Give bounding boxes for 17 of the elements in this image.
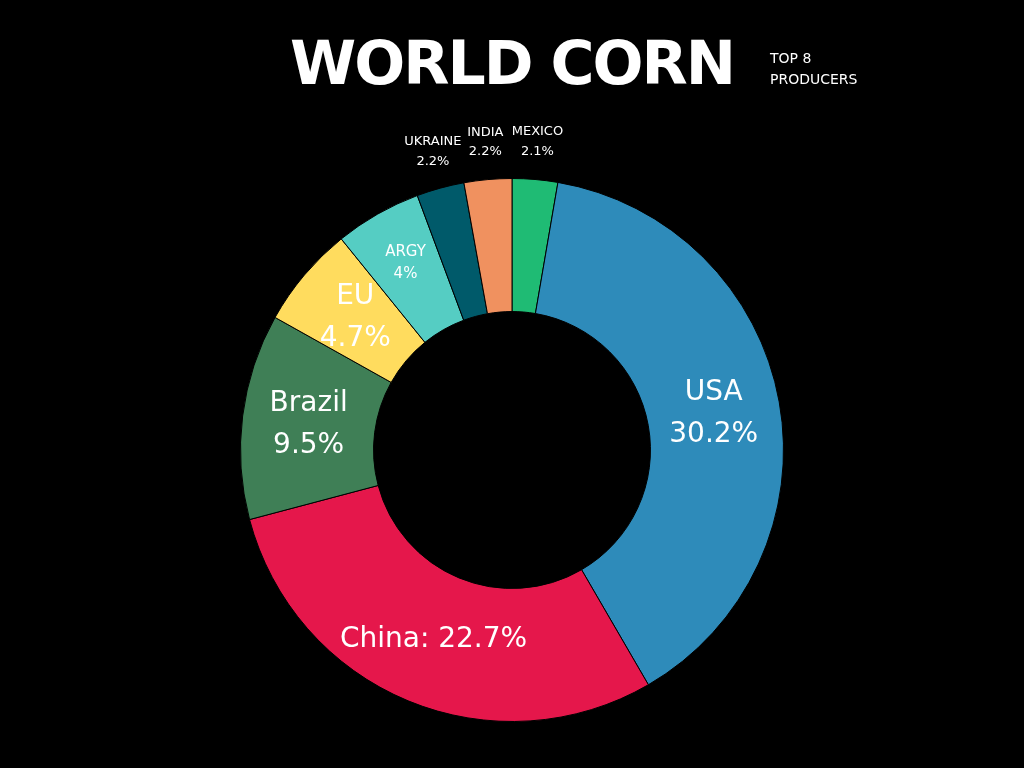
slice-label: UKRAINE [404,133,462,148]
data-label: 30.2% [669,415,759,449]
slice-label: EU [336,278,375,312]
slice-label: Brazil [269,384,348,418]
data-label: 2.1% [520,142,554,158]
slice-label: MEXICO [511,123,564,139]
data-label: 9.5% [273,426,345,460]
slice-label: INDIA [467,123,504,139]
data-label: 2.2% [416,152,450,168]
slice-label: China: 22.7% [339,620,528,654]
chart-title: WORLD CORN [290,28,734,98]
text: TOP 8 PRODUCERS [770,49,858,89]
data-label: 4% [393,264,418,283]
data-label: 4.7% [319,320,391,354]
slice-label: ARGY [385,241,427,260]
slice-label: USA [684,373,743,407]
data-label: 2.2% [468,143,502,159]
